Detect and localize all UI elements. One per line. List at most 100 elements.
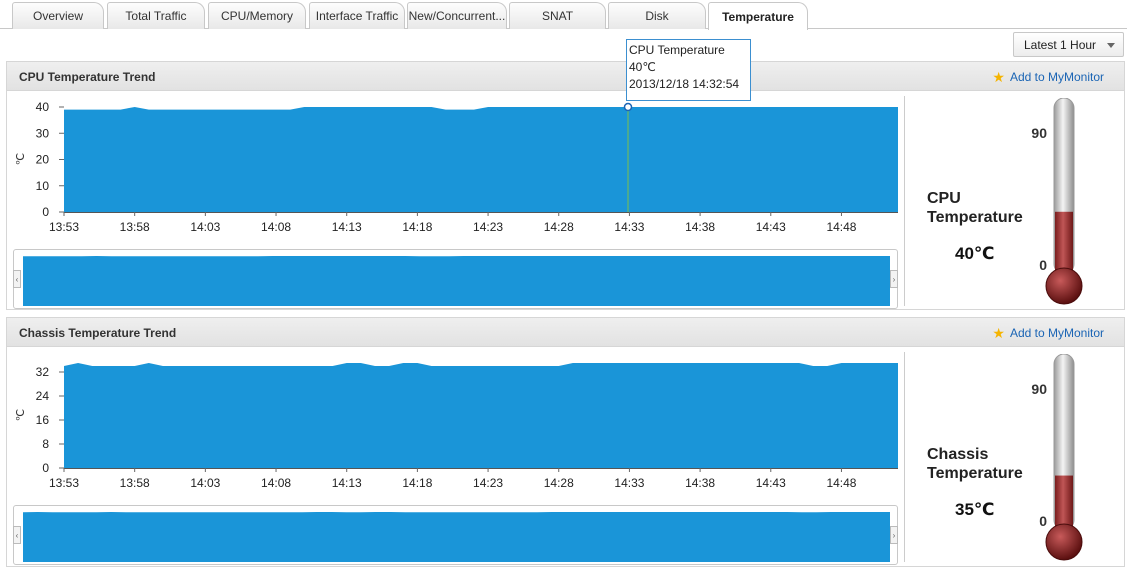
panel-title: Chassis Temperature Trend <box>19 326 177 340</box>
gauge-value: 40℃ <box>955 244 995 263</box>
panel-title: CPU Temperature Trend <box>19 70 156 84</box>
panel-header: CPU Temperature Trend ★ Add to MyMonitor <box>7 62 1124 91</box>
x-tick-label: 14:08 <box>261 220 291 234</box>
cpu-temperature-panel: CPU Temperature Trend ★ Add to MyMonitor… <box>6 61 1125 310</box>
y-tick-label: 32 <box>36 365 50 379</box>
x-tick-label: 13:58 <box>120 220 150 234</box>
overview-series-area <box>23 512 890 562</box>
tab-temperature[interactable]: Temperature <box>708 2 808 30</box>
x-tick-label: 14:08 <box>261 476 291 490</box>
cpu-temperature-chart[interactable]: ℃ 0 10 20 30 40 13:53 13:58 14:03 14:08 14:13 14:18… <box>7 92 904 242</box>
thermo-min-label: 0 <box>1039 257 1047 273</box>
add-to-mymonitor-button[interactable]: ★ Add to MyMonitor <box>992 70 1104 84</box>
scroll-left-icon[interactable]: ‹ <box>13 526 21 544</box>
add-to-mymonitor-label: Add to MyMonitor <box>1009 70 1104 84</box>
divider <box>904 96 905 306</box>
thermo-max-label: 90 <box>1031 125 1047 141</box>
tooltip-time: 2013/12/18 14:32:54 <box>629 77 740 91</box>
x-tick-label: 14:43 <box>756 220 786 234</box>
time-range-select[interactable]: Latest 1 Hour <box>1013 32 1124 57</box>
chassis-temperature-chart[interactable]: ℃ 0 8 16 24 32 13:53 13:58 14:03 14:08 14:13 14:18 1… <box>7 348 904 498</box>
chevron-down-icon <box>1107 43 1115 48</box>
x-tick-label: 14:18 <box>402 220 432 234</box>
chassis-temperature-panel: Chassis Temperature Trend ★ Add to MyMon… <box>6 317 1125 567</box>
x-tick-label: 14:48 <box>826 220 856 234</box>
gauge-label-line1: CPU <box>927 190 961 207</box>
thermometer-level <box>1055 475 1073 530</box>
star-icon: ★ <box>992 325 1005 341</box>
add-to-mymonitor-button[interactable]: ★ Add to MyMonitor <box>992 326 1104 340</box>
scroll-right-icon[interactable]: › <box>890 270 898 288</box>
gauge-label-line1: Chassis <box>927 446 989 463</box>
cpu-overview-navigator[interactable]: ‹ › <box>13 249 898 309</box>
x-tick-label: 13:58 <box>120 476 150 490</box>
y-axis-label: ℃ <box>15 409 27 421</box>
y-tick-label: 10 <box>36 179 50 193</box>
x-tick-label: 14:18 <box>402 476 432 490</box>
y-tick-label: 16 <box>36 413 50 427</box>
time-range-value: Latest 1 Hour <box>1024 37 1097 52</box>
tooltip-series: CPU Temperature <box>629 43 725 57</box>
x-tick-label: 14:38 <box>685 476 715 490</box>
chassis-chart-area: ℃ 0 8 16 24 32 13:53 13:58 14:03 14:08 14:13 14:18 1… <box>7 348 904 566</box>
scroll-right-icon[interactable]: › <box>890 526 898 544</box>
x-tick-label: 14:38 <box>685 220 715 234</box>
tab-new-concurrent[interactable]: New/Concurrent... <box>407 2 507 29</box>
gauge-value: 35℃ <box>955 500 995 519</box>
chassis-overview-navigator[interactable]: ‹ › <box>13 505 898 565</box>
overview-series-area <box>23 256 890 306</box>
x-tick-label: 13:53 <box>49 476 79 490</box>
tab-disk[interactable]: Disk <box>608 2 706 29</box>
gauge-label: CPU Temperature <box>927 189 1023 227</box>
y-axis-label: ℃ <box>15 153 27 165</box>
tab-total-traffic[interactable]: Total Traffic <box>107 2 205 29</box>
x-tick-label: 14:28 <box>544 476 574 490</box>
scroll-left-icon[interactable]: ‹ <box>13 270 21 288</box>
panel-header: Chassis Temperature Trend ★ Add to MyMon… <box>7 318 1124 347</box>
tab-snat[interactable]: SNAT <box>509 2 606 29</box>
y-tick-label: 20 <box>36 153 50 167</box>
tab-cpu-memory[interactable]: CPU/Memory <box>208 2 306 29</box>
x-tick-label: 14:48 <box>826 476 856 490</box>
gauge-label: Chassis Temperature <box>927 445 1023 483</box>
y-tick-label: 30 <box>36 126 50 140</box>
x-tick-label: 14:23 <box>473 476 503 490</box>
thermometer-icon: 90 0 <box>1031 98 1083 305</box>
overview-area <box>23 256 890 306</box>
divider <box>904 352 905 562</box>
y-tick-label: 40 <box>36 100 50 114</box>
x-tick-label: 14:33 <box>614 220 644 234</box>
overview-area <box>23 512 890 562</box>
add-to-mymonitor-label: Add to MyMonitor <box>1009 326 1104 340</box>
hover-point <box>623 102 633 112</box>
tab-bar: Overview Total Traffic CPU/Memory Interf… <box>0 0 1127 30</box>
tab-interface-traffic[interactable]: Interface Traffic <box>309 2 405 29</box>
x-tick-label: 14:03 <box>190 476 220 490</box>
gauge-label-line2: Temperature <box>927 465 1023 482</box>
star-icon: ★ <box>992 69 1005 85</box>
chart-tooltip: CPU Temperature 40℃ 2013/12/18 14:32:54 <box>626 39 751 101</box>
x-tick-label: 14:33 <box>614 476 644 490</box>
gauge-label-line2: Temperature <box>927 209 1023 226</box>
thermometer-level <box>1055 211 1073 274</box>
x-tick-label: 14:13 <box>332 220 362 234</box>
x-tick-label: 14:43 <box>756 476 786 490</box>
y-tick-label: 8 <box>42 437 49 451</box>
tooltip-value: 40℃ <box>629 60 656 74</box>
x-tick-label: 13:53 <box>49 220 79 234</box>
x-tick-label: 14:23 <box>473 220 503 234</box>
cpu-chart-area: ℃ 0 10 20 30 40 13:53 13:58 14:03 14:08 14:13 14:18… <box>7 92 904 310</box>
thermometer-bulb <box>1045 267 1083 305</box>
thermometer-bulb <box>1045 523 1083 561</box>
x-tick-label: 14:28 <box>544 220 574 234</box>
y-tick-label: 24 <box>36 389 50 403</box>
thermo-max-label: 90 <box>1031 381 1047 397</box>
series-area <box>64 363 898 468</box>
tab-overview[interactable]: Overview <box>12 2 104 29</box>
x-tick-label: 14:13 <box>332 476 362 490</box>
x-tick-label: 14:03 <box>190 220 220 234</box>
series-area <box>64 107 898 212</box>
thermometer-icon: 90 0 <box>1031 354 1083 561</box>
thermo-min-label: 0 <box>1039 513 1047 529</box>
y-tick-label: 0 <box>42 461 49 475</box>
